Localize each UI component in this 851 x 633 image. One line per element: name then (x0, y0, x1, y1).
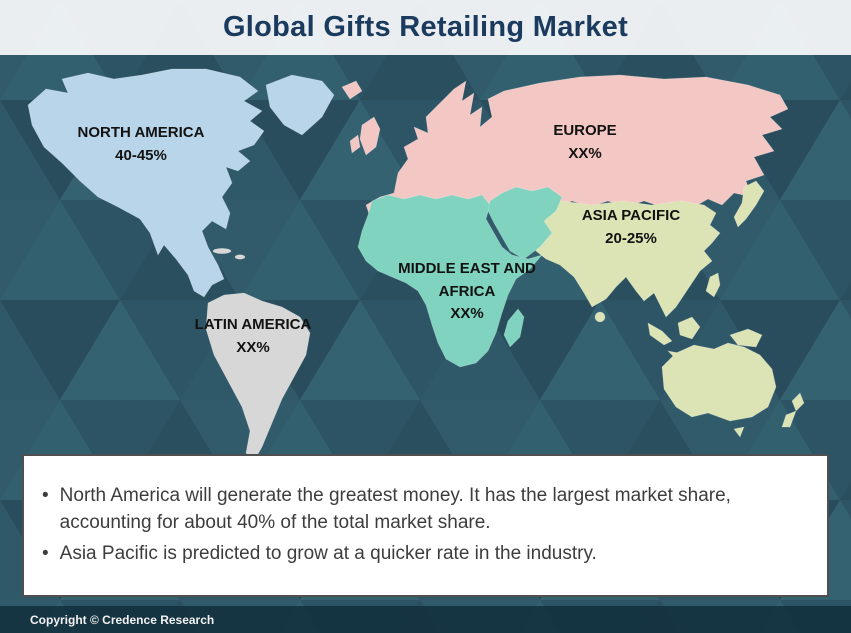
region-name: LATIN AMERICA (194, 316, 312, 333)
island-new-zealand-south (781, 410, 797, 428)
region-name: NORTH AMERICA (77, 124, 205, 141)
region-name: MIDDLE EAST AND AFRICA (398, 260, 536, 300)
island-cuba (212, 248, 232, 254)
label-europe: EUROPE XX% (553, 120, 616, 165)
bullet-icon: • (42, 543, 49, 565)
region-greenland (265, 74, 335, 136)
island-philippines (705, 272, 721, 298)
region-asia-mainland (529, 200, 721, 318)
region-name: EUROPE (553, 122, 617, 139)
island-sumatra (647, 322, 673, 346)
footer-bar: Copyright © Credence Research (0, 606, 851, 633)
island-new-zealand-north (791, 392, 805, 412)
insight-text: Asia Pacific is predicted to grow at a q… (59, 543, 597, 565)
region-middle-east (487, 186, 563, 260)
title-bar: Global Gifts Retailing Market (0, 0, 851, 55)
page-title: Global Gifts Retailing Market (222, 11, 629, 43)
island-iceland (341, 80, 363, 100)
region-australia (661, 342, 777, 422)
island-madagascar (503, 308, 525, 348)
insight-item: • Asia Pacific is predicted to grow at a… (42, 541, 805, 568)
region-share: XX% (568, 144, 602, 162)
insights-list: • North America will generate the greate… (24, 478, 827, 574)
insight-item: • North America will generate the greate… (42, 483, 805, 537)
insights-box: • North America will generate the greate… (22, 454, 829, 597)
island-borneo (677, 316, 701, 340)
label-latin-america: LATIN AMERICA XX% (195, 314, 312, 359)
region-name: ASIA PACIFIC (581, 207, 681, 224)
label-north-america: NORTH AMERICA 40-45% (78, 122, 205, 167)
world-map (27, 68, 805, 462)
island-tasmania (733, 426, 745, 438)
label-middle-east-africa: MIDDLE EAST AND AFRICA XX% (385, 258, 549, 326)
island-great-britain (359, 116, 381, 156)
region-north-america (27, 68, 265, 298)
region-africa (357, 194, 544, 368)
insight-text: North America will generate the greatest… (59, 484, 731, 533)
region-share: XX% (236, 338, 270, 356)
copyright-text: Copyright © Credence Research (30, 612, 215, 627)
region-share: XX% (450, 305, 484, 322)
bullet-icon: • (42, 484, 49, 506)
region-latin-america (205, 292, 311, 462)
island-new-guinea (729, 328, 763, 348)
region-share: 20-25% (605, 229, 657, 247)
label-asia-pacific: ASIA PACIFIC 20-25% (582, 205, 680, 250)
island-japan (733, 180, 765, 228)
island-sri-lanka (594, 311, 606, 323)
island-hispaniola (234, 254, 246, 260)
island-ireland (349, 134, 361, 154)
region-share: 40-45% (115, 146, 167, 164)
